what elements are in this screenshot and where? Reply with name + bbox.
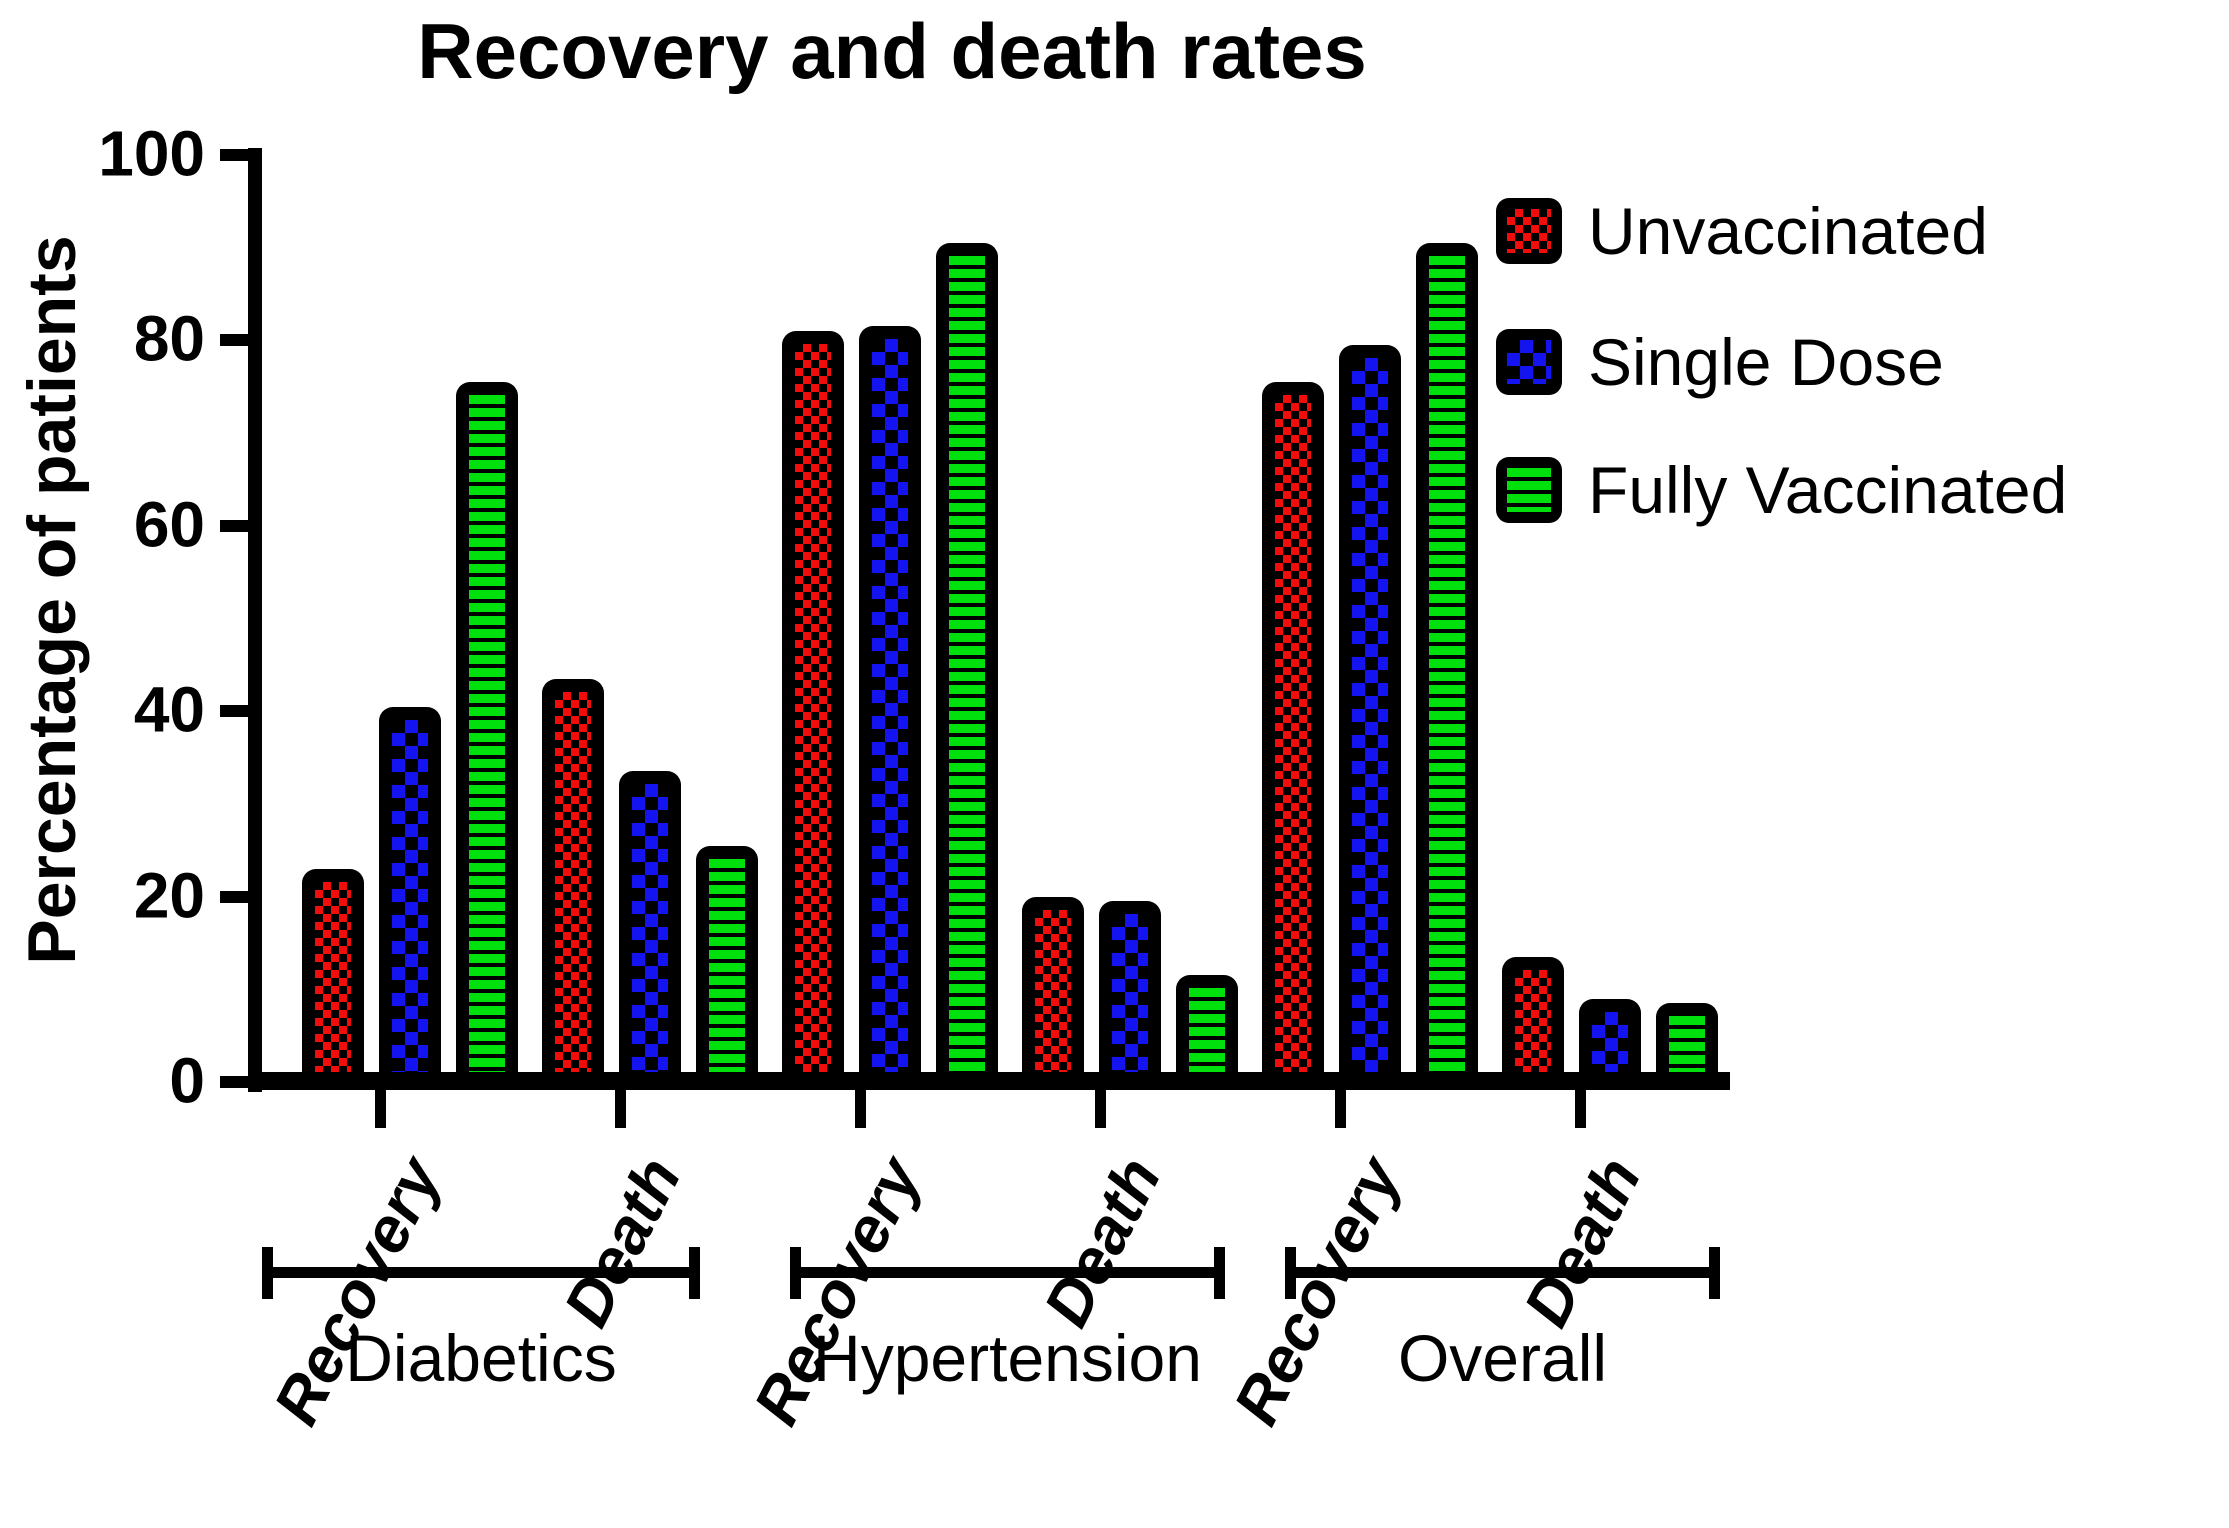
checker-fine-pattern-fill <box>1507 209 1551 253</box>
checker-coarse-pattern-fill <box>632 784 668 1086</box>
checker-coarse-pattern-fill <box>1112 914 1148 1086</box>
x-tick-overall-death <box>1575 1090 1586 1128</box>
y-tick-label-80: 80 <box>133 303 205 376</box>
y-tick-100 <box>220 149 250 161</box>
bar-unvaccinated-hypertension-death <box>1022 896 1084 1090</box>
checker-coarse-pattern-fill <box>1507 340 1551 384</box>
bar-unvaccinated-diabetics-recovery <box>302 868 364 1090</box>
legend-swatch-unvaccinated <box>1496 198 1562 264</box>
bar-fully-vaccinated-hypertension-recovery <box>936 243 998 1090</box>
group-bracket-hypertension <box>790 1267 1225 1278</box>
group-bracket-right-cap-hypertension <box>1214 1247 1225 1299</box>
bar-fully-vaccinated-overall-recovery <box>1416 243 1478 1090</box>
x-tick-diabetics-death <box>615 1090 626 1128</box>
bar-single-dose-diabetics-recovery <box>379 706 441 1090</box>
x-label-overall-death: Death <box>1509 1146 1655 1338</box>
group-label-hypertension: Hypertension <box>813 1321 1202 1395</box>
x-label-hypertension-death: Death <box>1029 1146 1175 1338</box>
bar-unvaccinated-overall-death <box>1502 956 1564 1090</box>
checker-fine-pattern-fill <box>315 881 351 1086</box>
y-tick-20 <box>220 890 250 903</box>
hstripes-pattern-fill <box>1429 256 1465 1086</box>
y-tick-80 <box>220 334 250 347</box>
checker-fine-pattern-fill <box>1275 395 1311 1086</box>
bar-single-dose-diabetics-death <box>619 771 681 1090</box>
legend-label-unvaccinated: Unvaccinated <box>1588 194 1988 268</box>
x-axis-line <box>248 1072 1730 1090</box>
x-tick-hypertension-death <box>1095 1090 1106 1128</box>
hstripes-pattern-fill <box>949 256 985 1086</box>
y-tick-label-20: 20 <box>133 859 205 932</box>
checker-coarse-pattern-fill <box>872 339 908 1086</box>
y-tick-label-40: 40 <box>133 673 205 746</box>
x-label-hypertension-recovery: Recovery <box>739 1146 935 1436</box>
hstripes-pattern-fill <box>1507 468 1551 512</box>
legend-swatch-single-dose <box>1496 329 1562 395</box>
x-label-diabetics-death: Death <box>549 1146 695 1338</box>
x-label-diabetics-recovery: Recovery <box>259 1146 455 1436</box>
hstripes-pattern-fill <box>1189 988 1225 1086</box>
group-label-diabetics: Diabetics <box>345 1321 617 1395</box>
y-tick-40 <box>220 705 250 718</box>
bar-single-dose-hypertension-death <box>1099 901 1161 1090</box>
group-bracket-left-cap-diabetics <box>262 1247 273 1299</box>
checker-coarse-pattern-fill <box>1352 358 1388 1086</box>
legend-label-single-dose: Single Dose <box>1588 325 1944 399</box>
chart-title: Recovery and death rates <box>417 7 1367 95</box>
legend-label-fully-vaccinated: Fully Vaccinated <box>1588 453 2068 527</box>
bar-unvaccinated-overall-recovery <box>1262 382 1324 1090</box>
x-tick-overall-recovery <box>1335 1090 1346 1128</box>
legend-swatch-fully-vaccinated <box>1496 457 1562 523</box>
bar-single-dose-hypertension-recovery <box>859 326 921 1090</box>
y-axis-line <box>248 148 262 1092</box>
checker-coarse-pattern-fill <box>392 719 428 1086</box>
group-bracket-right-cap-diabetics <box>689 1247 700 1299</box>
hstripes-pattern-fill <box>469 395 505 1086</box>
y-tick-60 <box>220 519 250 532</box>
checker-fine-pattern-fill <box>1515 969 1551 1086</box>
y-tick-label-60: 60 <box>133 488 205 561</box>
bar-unvaccinated-diabetics-death <box>542 678 604 1090</box>
x-tick-diabetics-recovery <box>375 1090 386 1128</box>
y-tick-label-0: 0 <box>169 1044 205 1117</box>
bar-fully-vaccinated-hypertension-death <box>1176 975 1238 1090</box>
x-label-overall-recovery: Recovery <box>1219 1146 1415 1436</box>
bar-single-dose-overall-recovery <box>1339 345 1401 1090</box>
y-tick-0 <box>220 1076 250 1088</box>
group-label-overall: Overall <box>1397 1321 1608 1395</box>
y-tick-label-100: 100 <box>98 117 205 190</box>
bar-fully-vaccinated-diabetics-death <box>696 845 758 1090</box>
checker-fine-pattern-fill <box>1035 909 1071 1086</box>
group-bracket-diabetics <box>262 1267 700 1278</box>
x-tick-hypertension-recovery <box>855 1090 866 1128</box>
bar-unvaccinated-hypertension-recovery <box>782 331 844 1090</box>
checker-fine-pattern-fill <box>555 691 591 1086</box>
group-bracket-left-cap-overall <box>1285 1247 1296 1299</box>
group-bracket-overall <box>1285 1267 1720 1278</box>
group-bracket-left-cap-hypertension <box>790 1247 801 1299</box>
checker-fine-pattern-fill <box>795 344 831 1086</box>
bar-fully-vaccinated-diabetics-recovery <box>456 382 518 1090</box>
hstripes-pattern-fill <box>709 858 745 1086</box>
group-bracket-right-cap-overall <box>1709 1247 1720 1299</box>
